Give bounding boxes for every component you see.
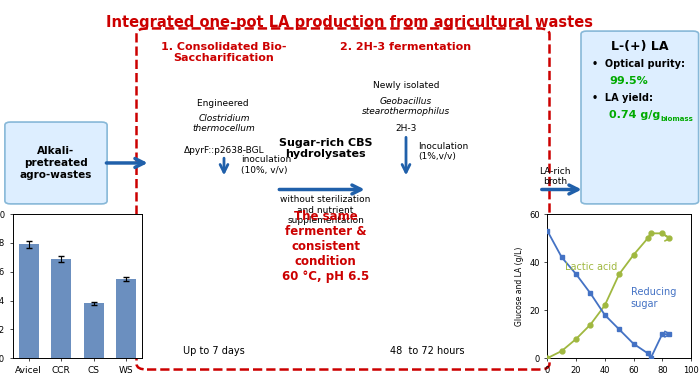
Text: Lactic acid: Lactic acid xyxy=(565,262,617,272)
Text: Newly isolated: Newly isolated xyxy=(372,81,440,91)
Text: Reducing
sugar: Reducing sugar xyxy=(631,287,676,309)
Bar xyxy=(51,259,71,358)
Text: biomass: biomass xyxy=(661,116,694,122)
Bar xyxy=(83,304,104,358)
Text: 48  to 72 hours: 48 to 72 hours xyxy=(390,346,464,356)
Text: Clostridium
thermocellum: Clostridium thermocellum xyxy=(193,114,256,133)
FancyBboxPatch shape xyxy=(581,31,699,204)
FancyBboxPatch shape xyxy=(5,122,107,204)
Text: LA-rich
broth: LA-rich broth xyxy=(540,166,571,186)
Text: without sterilization
and nutrient
supplementation: without sterilization and nutrient suppl… xyxy=(280,195,371,225)
Text: •  Optical purity:: • Optical purity: xyxy=(592,59,685,69)
Bar xyxy=(19,244,38,358)
Text: Engineered: Engineered xyxy=(197,99,251,108)
Text: Integrated one-pot LA production from agricultural wastes: Integrated one-pot LA production from ag… xyxy=(106,15,594,30)
Y-axis label: Glucose and LA (g/L): Glucose and LA (g/L) xyxy=(514,246,524,326)
Text: The same
fermenter &
consistent
condition
60 °C, pH 6.5: The same fermenter & consistent conditio… xyxy=(282,210,369,283)
Text: 2H-3: 2H-3 xyxy=(395,124,416,133)
Text: Up to 7 days: Up to 7 days xyxy=(183,346,244,356)
Text: inoculation
(10%, v/v): inoculation (10%, v/v) xyxy=(241,155,292,175)
Text: 2. 2H-3 fermentation: 2. 2H-3 fermentation xyxy=(340,42,472,52)
Text: Sugar-rich CBS
hydrolysates: Sugar-rich CBS hydrolysates xyxy=(279,138,372,159)
Text: Inoculation
(1%,v/v): Inoculation (1%,v/v) xyxy=(419,142,469,161)
Bar xyxy=(116,279,136,358)
Text: L-(+) LA: L-(+) LA xyxy=(611,40,668,53)
Text: 1. Consolidated Bio-
Saccharification: 1. Consolidated Bio- Saccharification xyxy=(161,42,287,63)
Text: 99.5%: 99.5% xyxy=(609,76,648,86)
Text: 0.74 g/g: 0.74 g/g xyxy=(609,110,660,120)
Text: Geobacillus
stearothermophilus: Geobacillus stearothermophilus xyxy=(362,97,450,116)
Text: •  LA yield:: • LA yield: xyxy=(592,93,652,103)
Text: Alkali-
pretreated
agro-wastes: Alkali- pretreated agro-wastes xyxy=(20,146,92,180)
Text: ΔpyrF::p2638-BGL: ΔpyrF::p2638-BGL xyxy=(183,146,265,155)
